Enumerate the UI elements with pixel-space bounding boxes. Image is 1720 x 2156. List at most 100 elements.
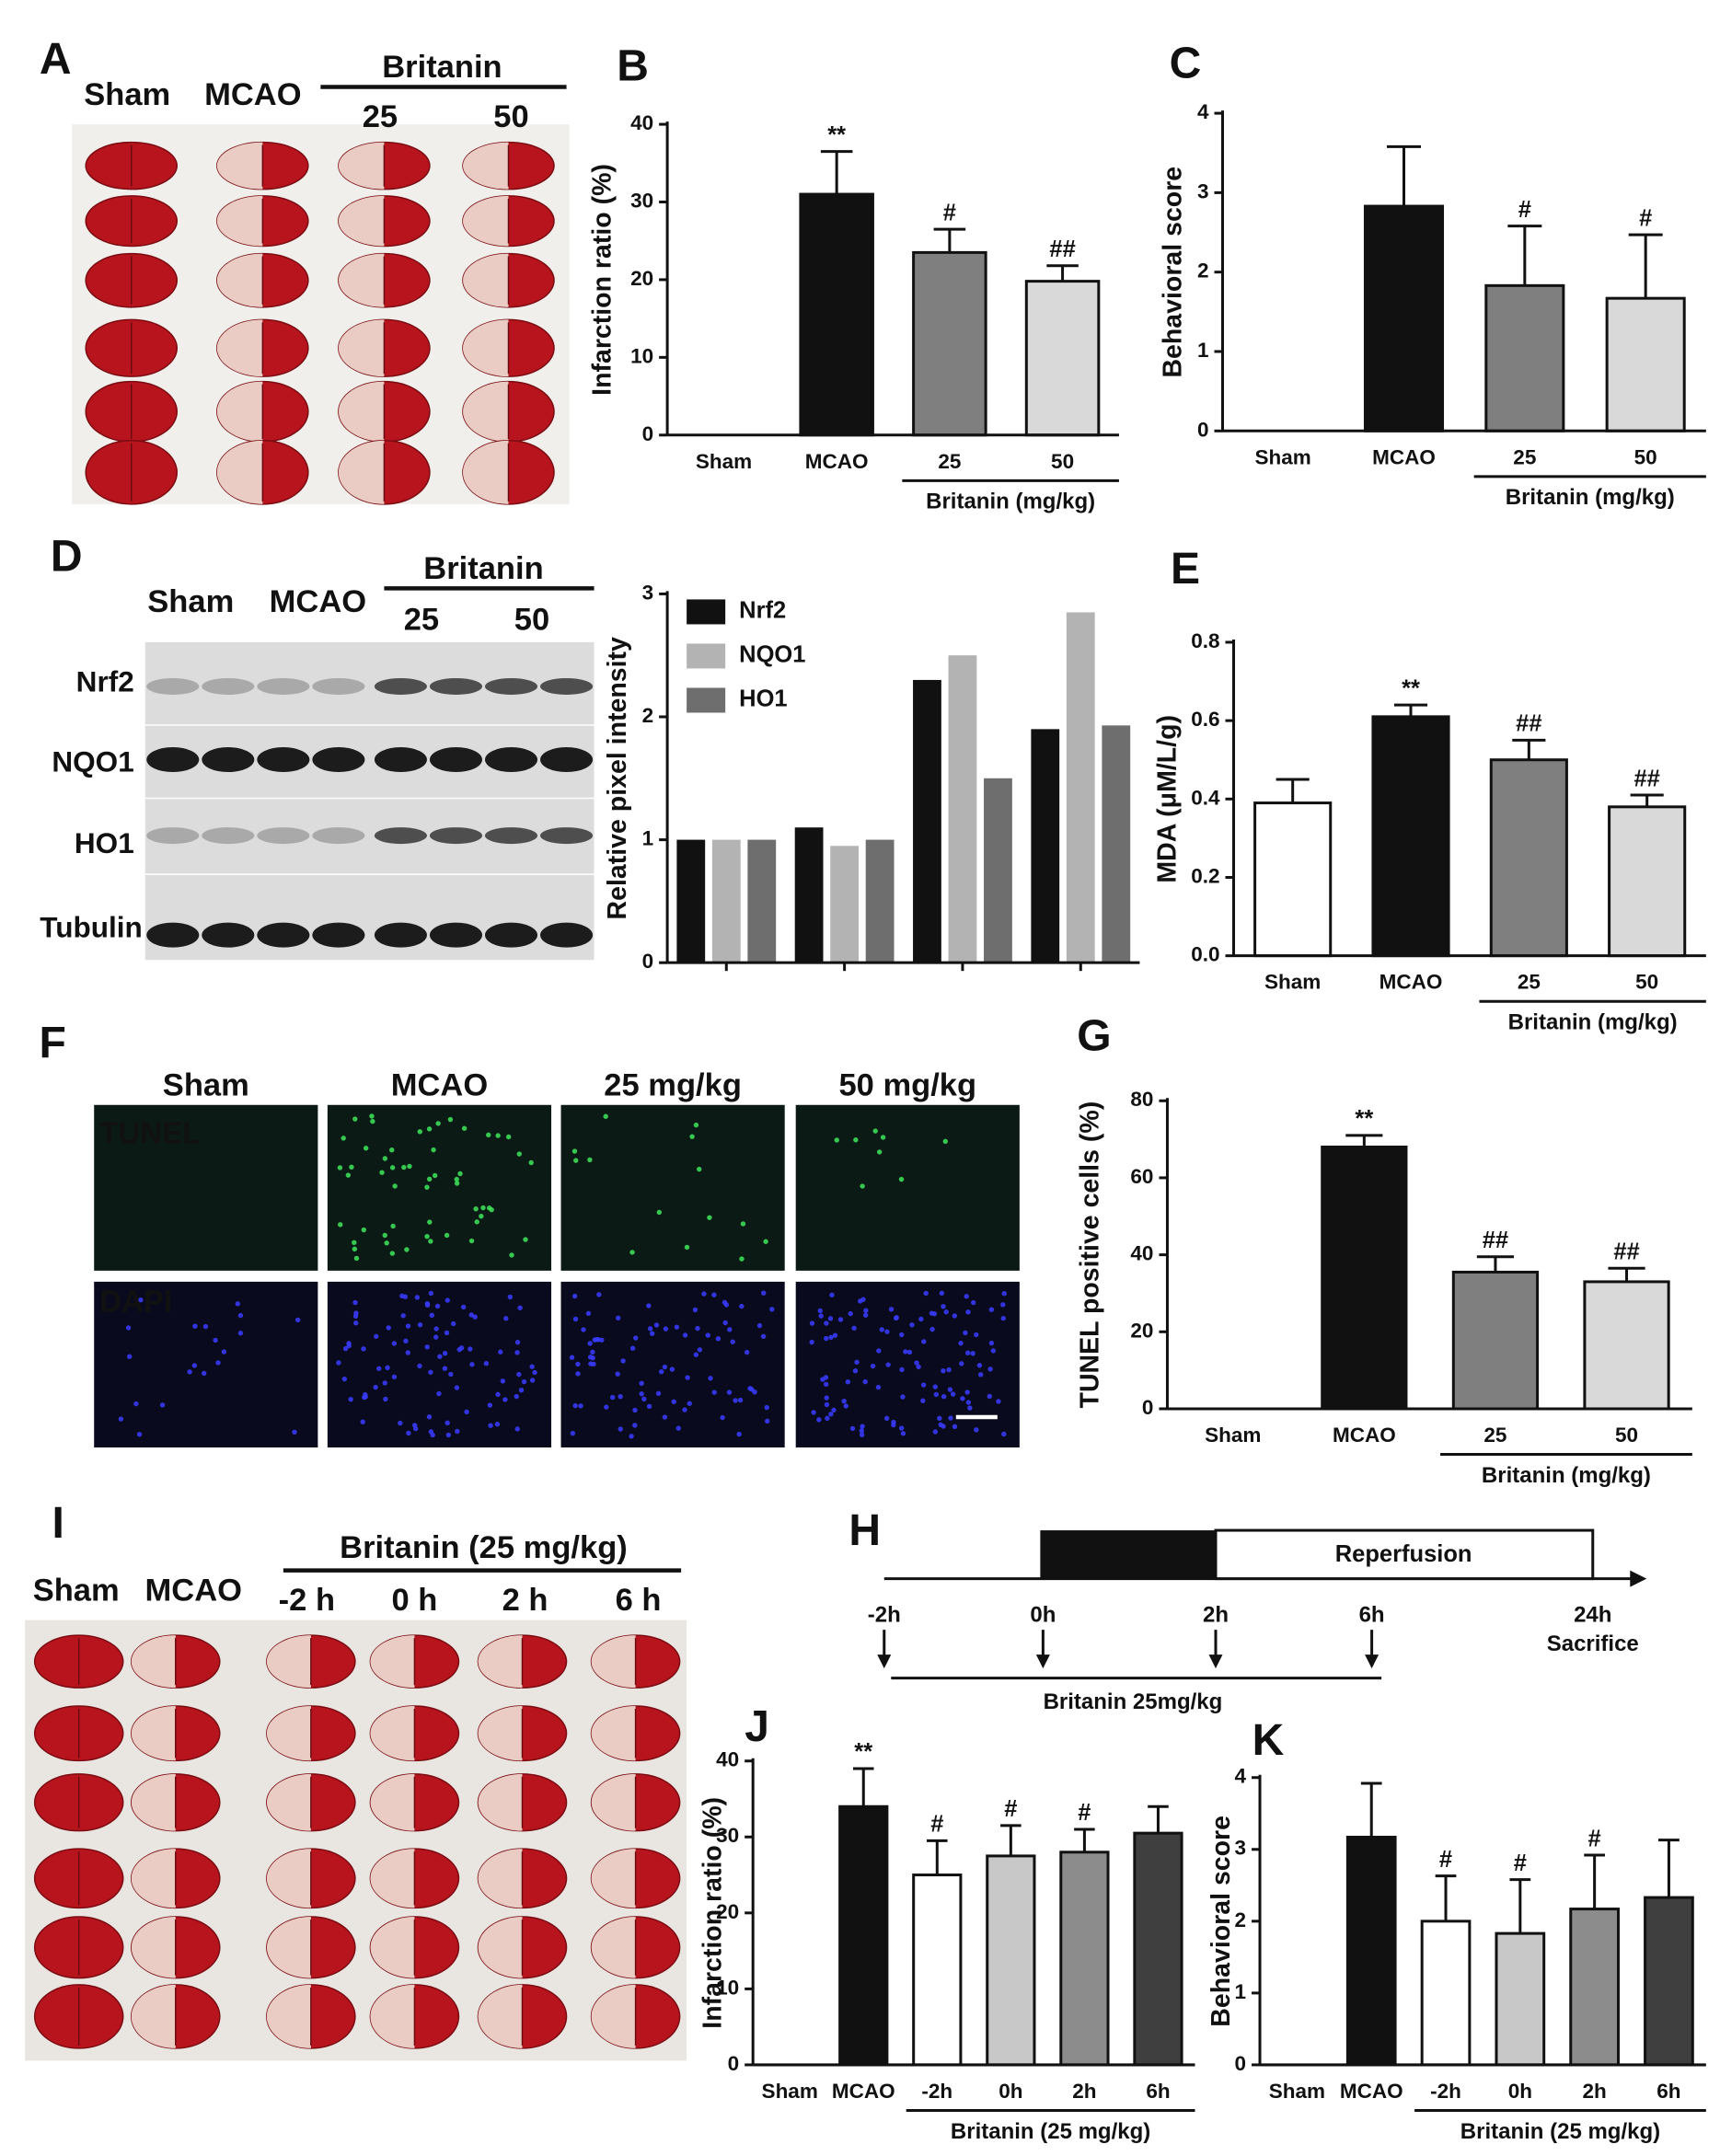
cell-dot	[379, 1170, 385, 1175]
cell-dot	[987, 1366, 993, 1372]
error-bar	[820, 150, 853, 195]
blot-band	[257, 747, 310, 773]
cell-dot	[237, 1331, 244, 1336]
cell-dot	[516, 1151, 522, 1157]
infarct-area	[338, 319, 385, 377]
cell-dot	[406, 1430, 411, 1436]
cell-dot	[414, 1295, 421, 1300]
cell-dot	[585, 1310, 592, 1317]
cell-dot	[400, 1313, 406, 1319]
cell-dot	[498, 1349, 503, 1355]
cell-dot	[528, 1159, 534, 1166]
cell-dot	[468, 1312, 474, 1318]
infarct-area	[478, 1635, 523, 1689]
cell-dot	[739, 1256, 745, 1262]
bar	[1031, 729, 1060, 963]
cell-dot	[967, 1405, 973, 1411]
infarct-area	[338, 381, 385, 443]
x-tick-label: MCAO	[1379, 971, 1443, 994]
y-tick-label: 0	[1235, 2052, 1247, 2075]
infarct-area	[370, 1773, 415, 1831]
cell-dot	[488, 1423, 493, 1428]
blot-band	[484, 677, 538, 695]
cell-dot	[941, 1368, 946, 1374]
cell-dot	[854, 1359, 860, 1365]
legend-label: HO1	[739, 686, 787, 712]
bar	[913, 679, 941, 963]
error-bar	[1046, 264, 1079, 282]
arrow-head	[1035, 1654, 1050, 1669]
cell-dot	[824, 1401, 830, 1408]
cell-dot	[990, 1348, 997, 1354]
y-tick-label: 4	[1235, 1765, 1247, 1788]
x-tick-label: 25	[1513, 445, 1536, 468]
error-bar	[1608, 1266, 1645, 1282]
infarct-area	[591, 1705, 636, 1761]
cell-dot	[138, 1297, 144, 1303]
y-axis-title: Behavioral score	[1158, 167, 1187, 378]
bar	[1133, 1831, 1183, 2067]
cell-dot	[880, 1135, 886, 1140]
cell-dot	[514, 1339, 521, 1345]
cell-dot	[736, 1431, 742, 1437]
cell-dot	[744, 1349, 750, 1355]
cell-dot	[360, 1419, 365, 1424]
cell-dot	[428, 1369, 433, 1375]
cell-dot	[692, 1307, 698, 1313]
cell-dot	[860, 1424, 865, 1429]
x-tick-label: 2h	[1072, 2080, 1096, 2103]
cell-dot	[486, 1132, 491, 1138]
cell-dot	[769, 1307, 775, 1312]
significance-mark: ##	[1516, 711, 1541, 737]
cell-dot	[965, 1309, 971, 1315]
blot-band	[540, 922, 594, 948]
cell-dot	[417, 1129, 422, 1135]
cell-dot	[639, 1391, 644, 1397]
cell-dot	[590, 1349, 595, 1355]
y-tick-label: 1	[1235, 1980, 1247, 2003]
cell-dot	[620, 1358, 626, 1364]
blot-band	[429, 922, 482, 948]
error-bar	[1507, 225, 1542, 286]
cell-dot	[495, 1133, 501, 1138]
infarct-area	[478, 1917, 523, 1978]
x-tick-label: 25	[1483, 1424, 1506, 1447]
infarct-area	[591, 1984, 636, 2048]
significance-mark: #	[1439, 1847, 1452, 1873]
cell-dot	[923, 1290, 929, 1297]
cell-dot	[646, 1403, 652, 1410]
cell-dot	[862, 1378, 868, 1385]
bar	[984, 778, 1012, 963]
blot-band	[257, 922, 310, 948]
bar	[830, 846, 860, 963]
cell-dot	[213, 1337, 218, 1343]
legend-swatch	[687, 599, 726, 625]
cell-dot	[434, 1303, 441, 1309]
cell-dot	[859, 1428, 864, 1434]
bar	[676, 839, 706, 963]
cell-dot	[514, 1426, 520, 1432]
cell-dot	[468, 1238, 475, 1244]
y-tick-label: 30	[716, 1824, 739, 1847]
panel-letter: H	[848, 1506, 881, 1555]
y-tick-label: 0.2	[1191, 864, 1219, 887]
cell-dot	[571, 1148, 578, 1154]
arrow-head	[877, 1654, 892, 1669]
error-bar	[1345, 1134, 1383, 1147]
bar	[1605, 296, 1686, 432]
label: Sacrifice	[1547, 1631, 1639, 1656]
cell-dot	[341, 1376, 348, 1382]
cell-dot	[616, 1315, 621, 1320]
cell-dot	[937, 1415, 942, 1422]
cell-dot	[726, 1389, 733, 1395]
x-tick-label: 6h	[1146, 2080, 1170, 2103]
panel-letter: K	[1252, 1716, 1285, 1765]
label: Sham	[33, 1574, 120, 1608]
cell-dot	[825, 1415, 830, 1421]
reperfusion-box	[1214, 1528, 1595, 1581]
cell-dot	[739, 1303, 745, 1309]
cell-dot	[505, 1134, 512, 1140]
cell-dot	[572, 1402, 578, 1409]
cell-dot	[859, 1432, 865, 1437]
cell-dot	[618, 1393, 623, 1400]
